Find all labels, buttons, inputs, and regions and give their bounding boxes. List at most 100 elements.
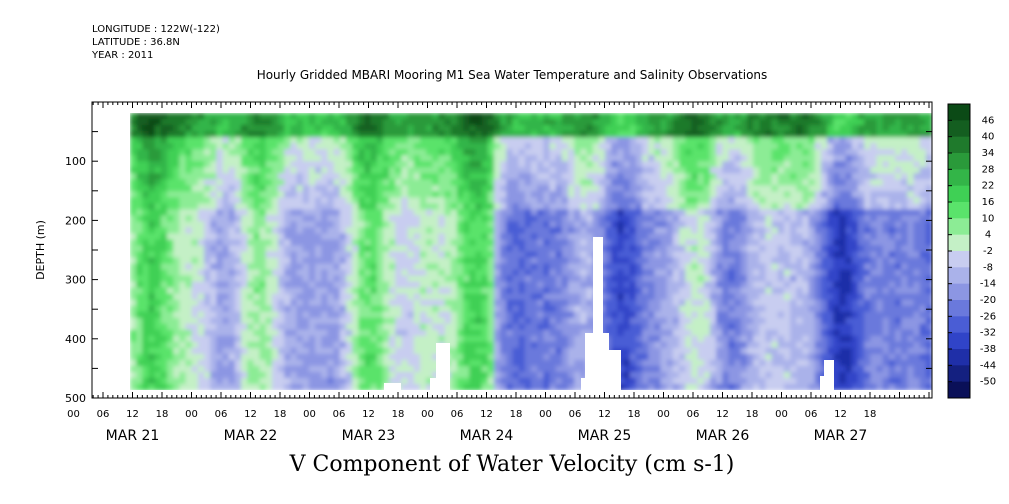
heatmap-cell <box>709 137 717 144</box>
heatmap-cell <box>574 197 581 204</box>
heatmap-cell <box>333 239 341 247</box>
heatmap-cell <box>506 323 514 331</box>
heatmap-cell <box>493 347 501 355</box>
heatmap-cell <box>376 167 384 174</box>
heatmap-cell <box>697 383 705 390</box>
heatmap-cell <box>703 347 711 355</box>
heatmap-cell <box>629 347 637 355</box>
heatmap-cell <box>777 221 785 229</box>
heatmap-cell <box>352 185 359 192</box>
heatmap-cell <box>185 305 193 313</box>
heatmap-cell <box>740 287 748 295</box>
heatmap-cell <box>537 287 544 295</box>
heatmap-cell <box>512 299 520 307</box>
heatmap-cell <box>142 149 150 156</box>
heatmap-cell <box>746 329 754 337</box>
heatmap-cell <box>339 323 347 331</box>
heatmap-cell <box>518 131 526 138</box>
heatmap-cell <box>327 149 335 156</box>
heatmap-cell <box>771 341 779 349</box>
heatmap-cell <box>463 347 470 355</box>
heatmap-cell <box>506 203 514 210</box>
heatmap-cell <box>493 323 501 331</box>
heatmap-cell <box>654 131 662 138</box>
heatmap-cell <box>247 317 254 325</box>
heatmap-cell <box>537 317 544 325</box>
heatmap-cell <box>635 275 643 283</box>
heatmap-cell <box>568 197 575 204</box>
heatmap-cell <box>333 197 341 204</box>
heatmap-cell <box>407 317 415 325</box>
heatmap-cell <box>500 251 507 259</box>
heatmap-cell <box>586 323 594 331</box>
heatmap-cell <box>130 275 137 283</box>
heatmap-cell <box>463 383 470 390</box>
heatmap-cell <box>777 341 785 349</box>
heatmap-cell <box>629 191 637 198</box>
heatmap-cell <box>685 311 692 319</box>
heatmap-cell <box>327 137 335 144</box>
heatmap-cell <box>204 221 211 229</box>
heatmap-cell <box>450 149 458 156</box>
heatmap-cell <box>271 335 279 343</box>
heatmap-cell <box>580 353 588 361</box>
heatmap-cell <box>130 197 137 204</box>
heatmap-cell <box>216 311 224 319</box>
heatmap-cell <box>635 173 643 180</box>
heatmap-cell <box>666 311 674 319</box>
heatmap-cell <box>481 125 489 132</box>
heatmap-cell <box>475 359 483 367</box>
heatmap-cell <box>740 179 748 186</box>
heatmap-cell <box>549 233 557 241</box>
heatmap-cell <box>222 179 230 186</box>
heatmap-cell <box>197 359 205 367</box>
heatmap-cell <box>191 317 199 325</box>
heatmap-cell <box>358 281 366 289</box>
heatmap-cell <box>179 233 187 241</box>
heatmap-cell <box>771 305 779 313</box>
heatmap-cell <box>167 299 174 307</box>
heatmap-cell <box>691 245 699 253</box>
heatmap-cell <box>327 179 335 186</box>
heatmap-cell <box>617 299 625 307</box>
heatmap-cell <box>777 287 785 295</box>
heatmap-cell <box>531 149 538 156</box>
heatmap-cell <box>210 263 217 271</box>
heatmap-cell <box>130 137 137 144</box>
heatmap-cell <box>321 359 329 367</box>
heatmap-cell <box>345 275 353 283</box>
heatmap-cell <box>401 365 409 373</box>
heatmap-cell <box>543 191 551 198</box>
heatmap-cell <box>130 341 137 349</box>
heatmap-cell <box>537 149 544 156</box>
heatmap-cell <box>500 155 507 162</box>
heatmap-cell <box>395 119 403 126</box>
heatmap-cell <box>253 167 261 174</box>
heatmap-cell <box>339 167 347 174</box>
heatmap-cell <box>475 263 483 271</box>
heatmap-cell <box>382 191 390 198</box>
heatmap-cell <box>518 167 526 174</box>
heatmap-cell <box>284 317 291 325</box>
heatmap-cell <box>623 269 631 277</box>
heatmap-cell <box>617 233 625 241</box>
heatmap-cell <box>574 119 581 126</box>
heatmap-cell <box>160 173 168 180</box>
heatmap-cell <box>450 125 458 132</box>
heatmap-cell <box>463 161 470 168</box>
heatmap-cell <box>247 125 254 132</box>
heatmap-cell <box>179 239 187 247</box>
heatmap-cell <box>376 359 384 367</box>
heatmap-cell <box>728 347 736 355</box>
heatmap-cell <box>642 179 649 186</box>
heatmap-cell <box>456 317 464 325</box>
heatmap-cell <box>148 377 156 385</box>
heatmap-cell <box>611 221 618 229</box>
heatmap-cell <box>438 299 446 307</box>
heatmap-cell <box>456 275 464 283</box>
heatmap-cell <box>796 149 804 156</box>
heatmap-cell <box>401 239 409 247</box>
heatmap-cell <box>290 209 298 216</box>
heatmap-cell <box>296 299 304 307</box>
heatmap-cell <box>216 359 224 367</box>
